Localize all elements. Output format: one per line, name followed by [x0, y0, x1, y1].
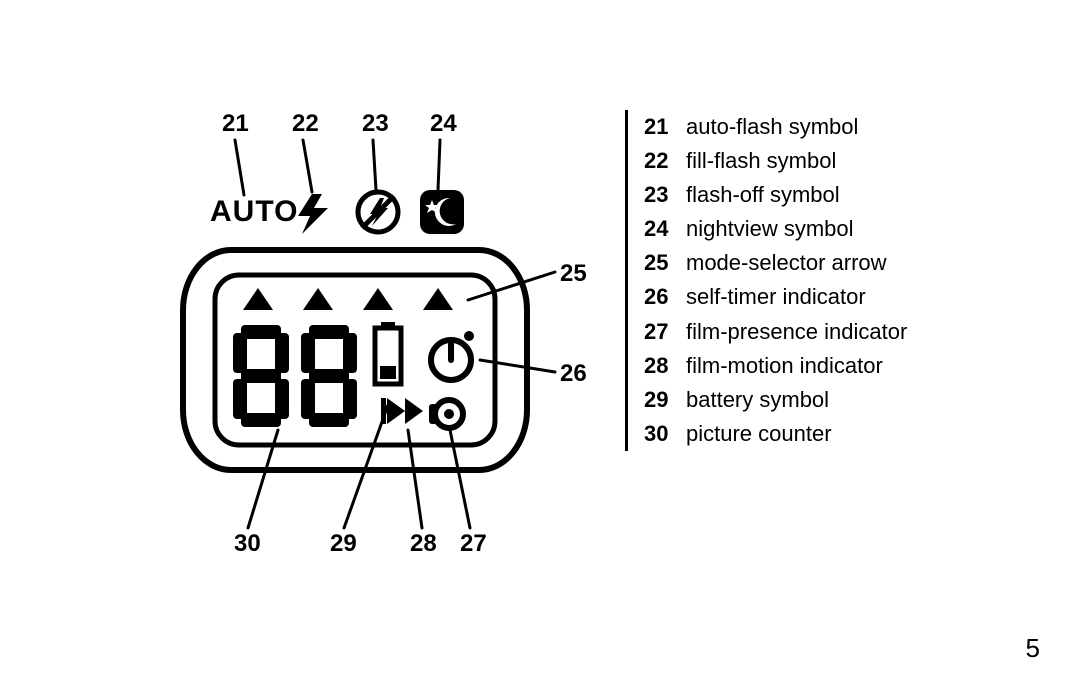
- legend-text: flash-off symbol: [686, 178, 840, 212]
- legend-num: 21: [644, 110, 672, 144]
- legend-num: 23: [644, 178, 672, 212]
- legend-num: 26: [644, 280, 672, 314]
- legend-num: 27: [644, 315, 672, 349]
- legend-num: 30: [644, 417, 672, 451]
- legend-row: 27 film-presence indicator: [644, 315, 907, 349]
- legend-text: auto-flash symbol: [686, 110, 858, 144]
- legend-num: 22: [644, 144, 672, 178]
- legend-num: 24: [644, 212, 672, 246]
- legend-row: 30 picture counter: [644, 417, 907, 451]
- page-number: 5: [1026, 633, 1040, 664]
- legend: 21auto-flash symbol 22fill-flash symbol …: [625, 110, 907, 451]
- legend-num: 25: [644, 246, 672, 280]
- legend-num: 28: [644, 349, 672, 383]
- legend-text: film-presence indicator: [686, 315, 907, 349]
- legend-text: fill-flash symbol: [686, 144, 836, 178]
- legend-row: 29 battery symbol: [644, 383, 907, 417]
- legend-row: 26 self-timer indicator: [644, 280, 907, 314]
- legend-row: 28 film-motion indicator: [644, 349, 907, 383]
- legend-text: mode-selector arrow: [686, 246, 887, 280]
- legend-text: battery symbol: [686, 383, 829, 417]
- legend-row: 22 fill-flash symbol: [644, 144, 907, 178]
- legend-row: 24 nightview symbol: [644, 212, 907, 246]
- leader-lines: [0, 0, 1080, 694]
- legend-text: nightview symbol: [686, 212, 854, 246]
- legend-row: 23 flash-off symbol: [644, 178, 907, 212]
- legend-text: picture counter: [686, 417, 832, 451]
- legend-row: 21 auto-flash symbol: [644, 110, 907, 144]
- legend-num: 29: [644, 383, 672, 417]
- legend-text: film-motion indicator: [686, 349, 883, 383]
- legend-text: self-timer indicator: [686, 280, 866, 314]
- legend-row: 25 mode-selector arrow: [644, 246, 907, 280]
